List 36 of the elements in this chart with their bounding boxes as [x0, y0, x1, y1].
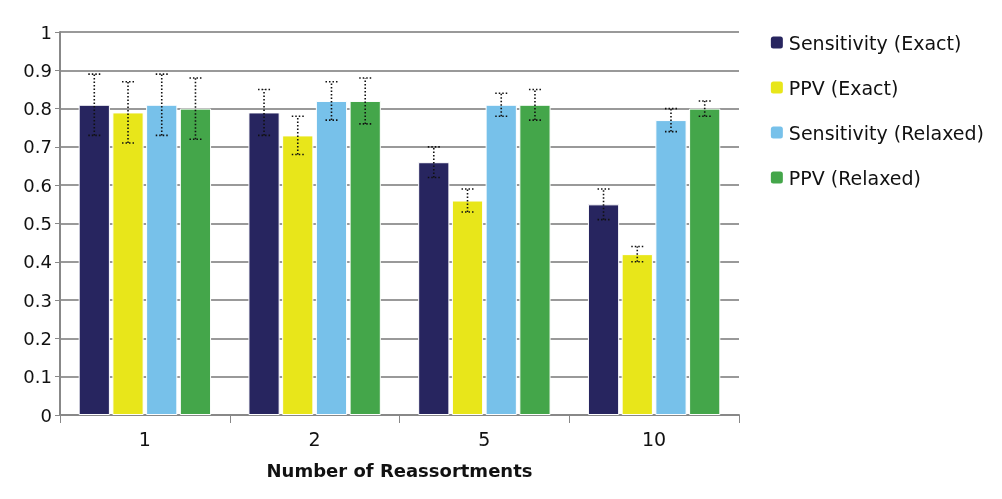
bar [112, 112, 144, 415]
y-tick-label: 0.9 [23, 59, 52, 81]
bar [451, 200, 484, 415]
bar [315, 100, 348, 415]
legend-label: Sensitivity (Exact) [788, 31, 962, 54]
y-tick-label: 0.8 [23, 98, 52, 120]
legend-label: Sensitivity (Relaxed) [788, 121, 985, 144]
bar [179, 108, 212, 415]
y-tick-label: 0 [40, 404, 52, 426]
legend-label: PPV (Exact) [788, 76, 899, 99]
y-tick-label: 0.2 [23, 327, 52, 349]
y-tick-label: 0.4 [23, 251, 52, 273]
y-tick-label: 0.1 [23, 366, 52, 388]
bar [146, 104, 178, 415]
y-tick-label: 0.5 [23, 213, 52, 234]
x-tick-label: 5 [478, 427, 491, 450]
y-tick-label: 0.6 [23, 174, 52, 196]
bar [485, 104, 517, 415]
bar [418, 162, 450, 415]
bar [655, 120, 687, 415]
y-tick-label: 0.3 [23, 289, 52, 311]
x-tick-label: 1 [138, 427, 151, 450]
legend-label: PPV (Relaxed) [788, 166, 922, 189]
bar [349, 100, 381, 415]
y-tick-label: 1 [40, 21, 52, 43]
bar [78, 104, 110, 415]
bar [519, 104, 551, 415]
x-tick-label: 2 [308, 427, 321, 450]
bar [282, 135, 314, 415]
x-tick-label: 10 [642, 427, 667, 450]
bar [248, 112, 280, 415]
y-tick-label: 0.7 [23, 136, 52, 158]
bar [621, 254, 653, 415]
x-axis-title: Number of Reassortments [266, 459, 533, 481]
bar [587, 204, 620, 415]
bar [689, 108, 721, 415]
